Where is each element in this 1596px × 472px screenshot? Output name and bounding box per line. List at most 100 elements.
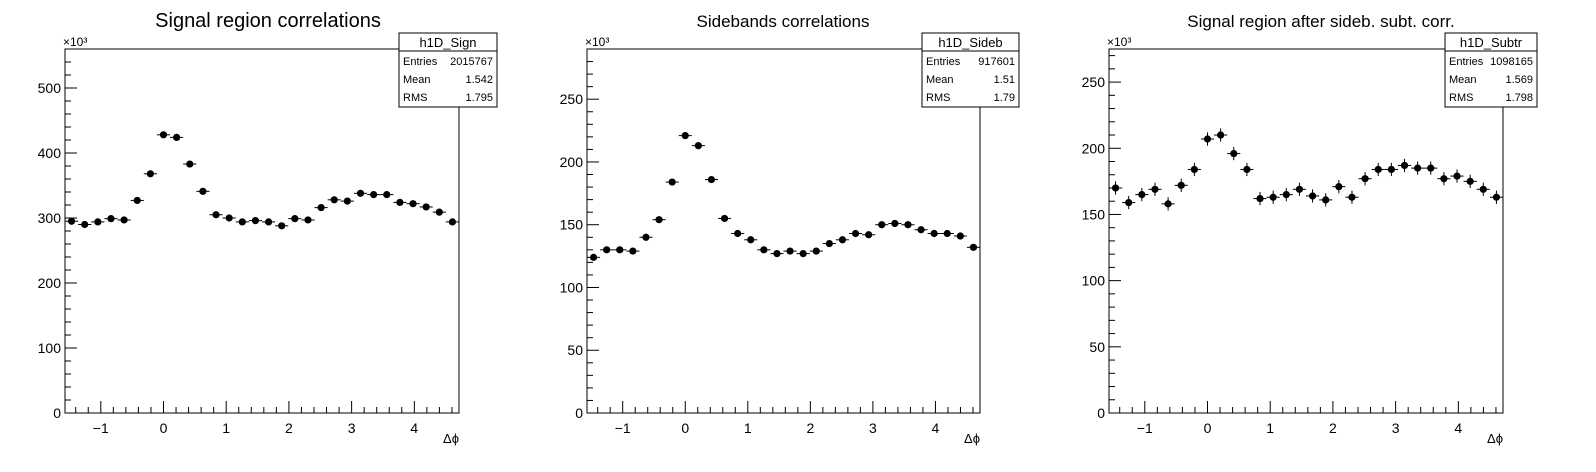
plot-panel-1: Signal region correlations 0 100 200 300 400 5… — [38, 10, 498, 446]
chart-title: Signal region after sideb. subt. corr. — [1187, 12, 1454, 31]
data-point — [694, 142, 702, 150]
x-axis-label: Δϕ — [443, 431, 459, 446]
data-point — [435, 208, 443, 216]
y-tick-label: 300 — [38, 210, 62, 226]
x-tick-label: 4 — [1454, 420, 1462, 436]
data-point — [1190, 165, 1198, 174]
y-tick-label: 100 — [560, 279, 584, 295]
y-tick-label: 50 — [1089, 339, 1105, 355]
stats-box-title: h1D_Sideb — [938, 35, 1002, 50]
y-tick-label: 0 — [575, 405, 583, 421]
data-point — [370, 191, 378, 199]
stats-value-mean: 1.542 — [465, 74, 493, 86]
data-point — [396, 198, 404, 206]
data-point — [707, 175, 716, 184]
data-point — [356, 189, 365, 197]
data-point — [812, 247, 820, 255]
data-point — [1479, 185, 1487, 193]
data-point — [173, 133, 181, 141]
stats-box-title: h1D_Sign — [419, 35, 476, 50]
x-axis-label: Δϕ — [964, 431, 980, 446]
data-point — [786, 247, 794, 255]
data-point — [1492, 193, 1501, 201]
data-point — [1322, 196, 1330, 204]
data-point — [917, 226, 925, 234]
data-point — [838, 236, 847, 244]
data-point — [383, 191, 391, 199]
data-point — [642, 233, 650, 241]
y-tick-label: 250 — [560, 91, 584, 107]
x-tick-label: 3 — [869, 420, 877, 436]
x-tick-label: 0 — [1204, 420, 1212, 436]
data-point — [448, 218, 457, 226]
y-multiplier-label: ×10³ — [63, 35, 87, 49]
stats-value-rms: 1.795 — [465, 92, 493, 104]
data-point — [291, 215, 299, 223]
data-point — [930, 229, 938, 238]
x-tick-label: 1 — [222, 420, 230, 436]
y-multiplier-label: ×10³ — [585, 35, 609, 49]
stats-label-entries: Entries — [926, 56, 961, 68]
data-point — [1308, 192, 1317, 200]
data-point — [1282, 191, 1290, 199]
x-tick-label: 1 — [1266, 420, 1274, 436]
data-point — [1177, 181, 1185, 189]
x-tick-label: 3 — [348, 420, 356, 436]
x-axis-label: Δϕ — [1487, 431, 1503, 446]
data-point — [603, 246, 611, 254]
data-point — [1361, 175, 1369, 183]
stats-label-rms: RMS — [1449, 92, 1473, 104]
data-point — [1203, 135, 1212, 143]
data-point — [409, 200, 417, 208]
stats-value-entries: 2015767 — [450, 56, 493, 68]
y-multiplier-label: ×10³ — [1107, 35, 1131, 49]
stats-label-rms: RMS — [403, 92, 427, 104]
data-point — [317, 204, 325, 212]
data-point — [720, 214, 729, 223]
data-point — [343, 197, 351, 205]
data-point — [629, 247, 637, 255]
data-point — [212, 211, 220, 219]
data-point — [133, 196, 141, 205]
data-point — [81, 220, 89, 229]
y-tick-label: 200 — [560, 154, 584, 170]
data-point — [1335, 183, 1343, 191]
data-point — [1111, 184, 1120, 192]
y-tick-label: 150 — [560, 217, 584, 233]
data-point — [1164, 200, 1172, 208]
data-point — [734, 229, 742, 238]
data-point — [760, 246, 768, 254]
data-point — [1151, 185, 1159, 193]
data-point — [799, 249, 807, 258]
data-point — [1138, 191, 1146, 199]
data-point — [747, 236, 755, 244]
y-tick-label: 0 — [1097, 405, 1105, 421]
x-tick-label: −1 — [615, 420, 631, 436]
data-point — [159, 131, 168, 139]
data-point — [422, 203, 430, 211]
stats-label-entries: Entries — [1449, 56, 1484, 68]
x-tick-label: 4 — [410, 420, 418, 436]
stats-value-entries: 917601 — [978, 56, 1015, 68]
y-tick-label: 200 — [38, 275, 62, 291]
data-point — [330, 196, 338, 204]
y-tick-label: 400 — [38, 145, 62, 161]
plot-frame — [586, 48, 981, 414]
data-point — [589, 253, 598, 261]
data-point — [878, 221, 886, 229]
data-point — [1387, 165, 1395, 174]
y-tick-label: 0 — [53, 405, 61, 421]
data-point — [1295, 185, 1304, 193]
y-tick-label: 100 — [38, 340, 62, 356]
x-tick-label: 0 — [681, 420, 689, 436]
data-point — [1440, 175, 1448, 183]
data-point — [943, 229, 951, 238]
x-tick-label: 2 — [1329, 420, 1337, 436]
stats-value-mean: 1.569 — [1505, 74, 1533, 86]
stats-value-entries: 1098165 — [1490, 56, 1533, 68]
stats-label-mean: Mean — [403, 74, 431, 86]
y-tick-label: 250 — [1082, 74, 1106, 90]
x-tick-label: 3 — [1392, 420, 1400, 436]
data-point — [186, 160, 194, 168]
